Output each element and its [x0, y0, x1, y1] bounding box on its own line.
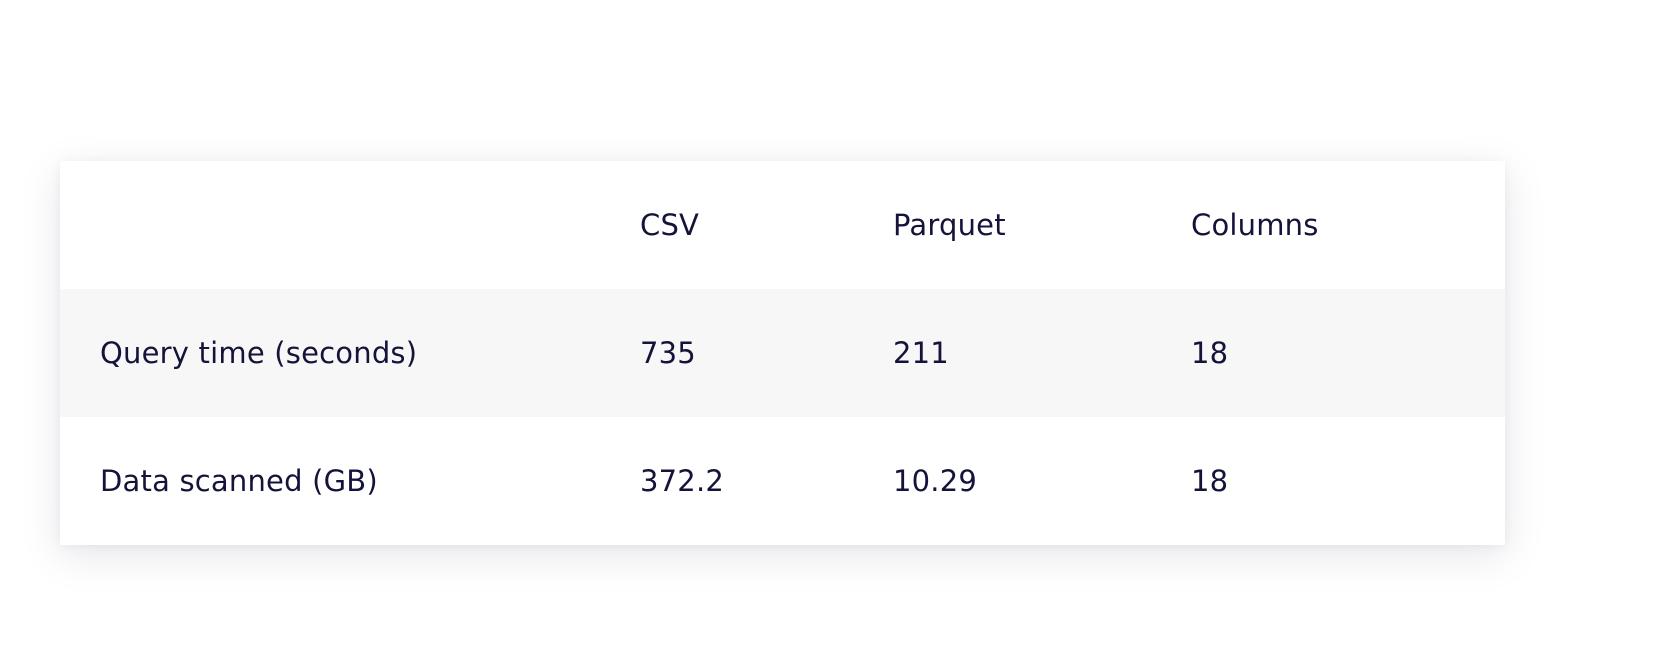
header-cell-csv: CSV: [640, 208, 700, 242]
header-cell-parquet: Parquet: [893, 208, 1006, 242]
columns-value: 18: [1191, 464, 1229, 498]
table-row: Data scanned (GB) 372.2 10.29 18: [60, 417, 1505, 545]
row-label: Query time (seconds): [100, 336, 418, 370]
comparison-table: CSV Parquet Columns Query time (seconds)…: [60, 161, 1505, 545]
csv-value: 372.2: [640, 464, 725, 498]
parquet-value: 10.29: [893, 464, 978, 498]
header-cell-columns: Columns: [1191, 208, 1319, 242]
csv-value: 735: [640, 336, 696, 370]
table-row: Query time (seconds) 735 211 18: [60, 289, 1505, 417]
parquet-value: 211: [893, 336, 949, 370]
table-header-row: CSV Parquet Columns: [60, 161, 1505, 289]
row-label: Data scanned (GB): [100, 464, 378, 498]
columns-value: 18: [1191, 336, 1229, 370]
